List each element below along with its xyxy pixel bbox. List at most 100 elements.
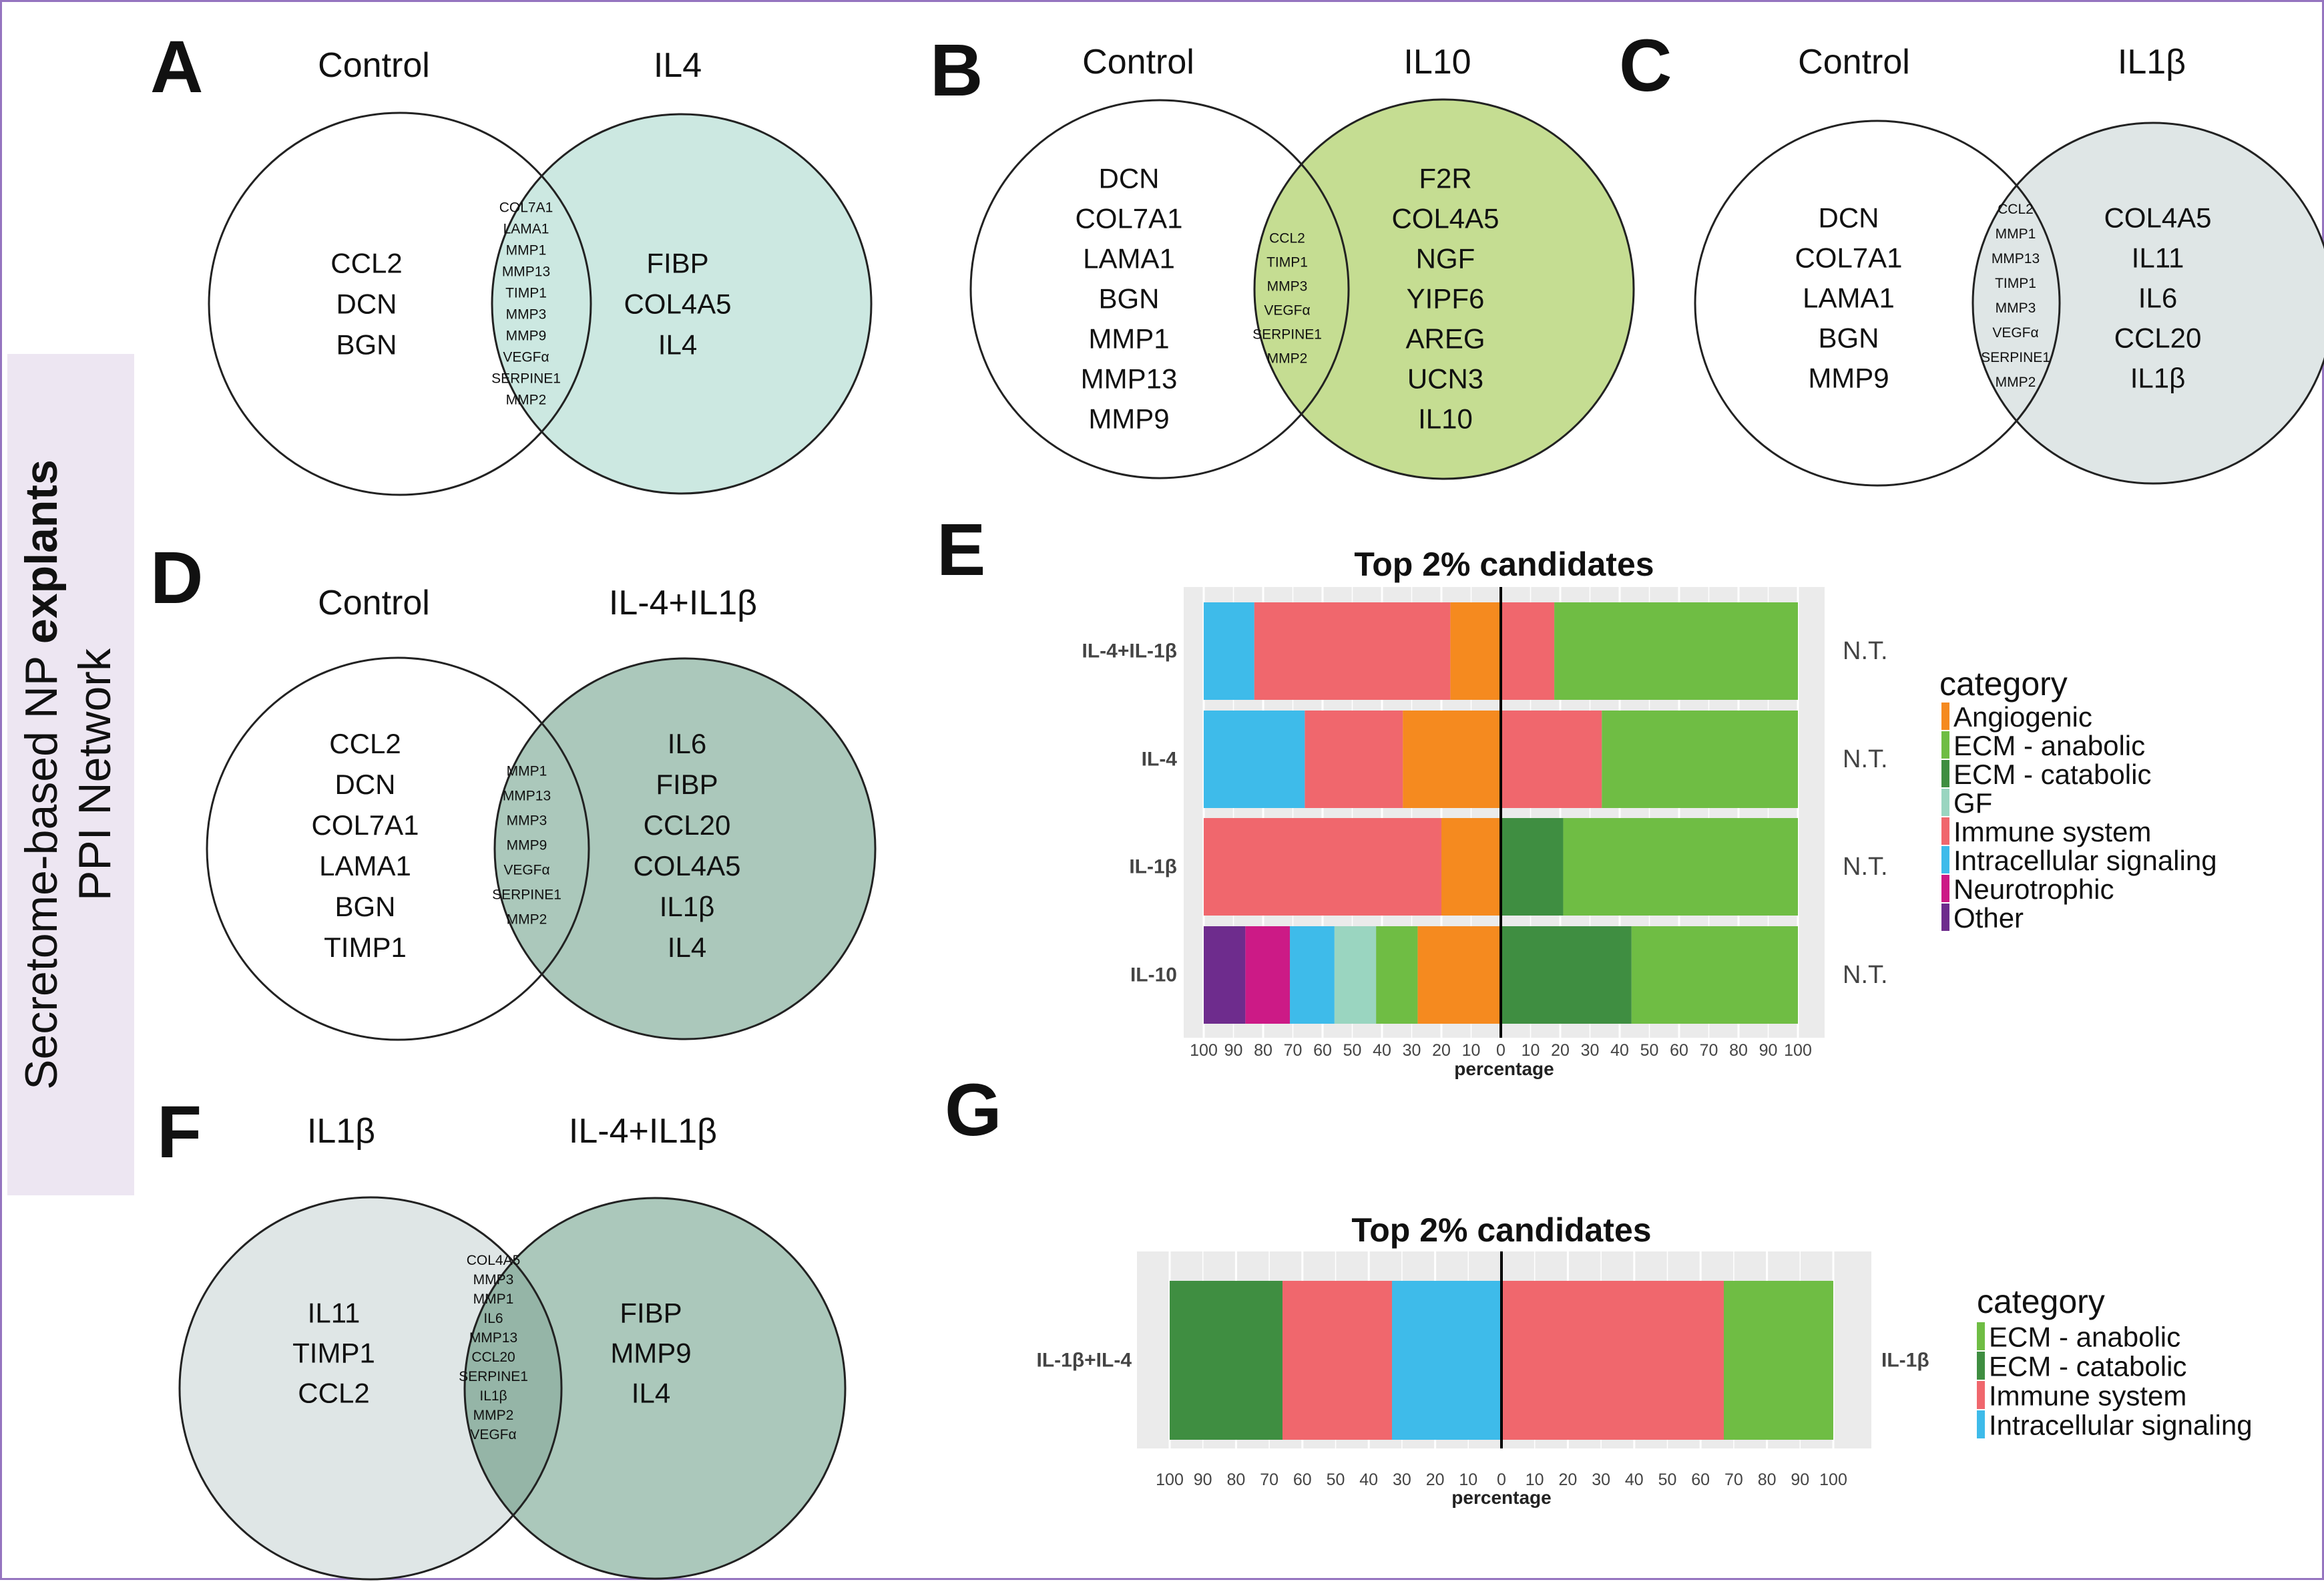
x-tick-label: 10 xyxy=(1462,1041,1481,1060)
x-tick-label: 10 xyxy=(1526,1470,1544,1489)
venn-a-overlap-item: MMP13 xyxy=(502,264,550,280)
venn-b-left-item: MMP13 xyxy=(1081,363,1178,395)
panel-letter-e: E xyxy=(937,509,985,591)
chart-g-x-ticks: 100 90 80 70 60 50 40 30 20 10 0 10 20 30 40 50 60 70 80 90… xyxy=(1156,1470,1847,1489)
x-tick-label: 10 xyxy=(1459,1470,1477,1489)
panel-letter-c: C xyxy=(1619,25,1672,107)
venn-d-overlap-item: MMP3 xyxy=(507,813,547,829)
venn-c-right-item: IL6 xyxy=(2138,282,2177,314)
venn-f-overlap-item: MMP3 xyxy=(473,1272,514,1288)
venn-b-overlap-item: CCL2 xyxy=(1269,231,1305,246)
bar-segment xyxy=(1290,926,1335,1024)
venn-a-left-title: Control xyxy=(318,46,430,85)
bar-segment xyxy=(1254,602,1451,700)
x-tick-label: 0 xyxy=(1496,1041,1505,1060)
x-tick-label: 60 xyxy=(1313,1041,1332,1060)
venn-a-right-item: FIBP xyxy=(646,248,708,279)
venn-a-overlap-item: LAMA1 xyxy=(503,222,549,237)
venn-a-left-item: CCL2 xyxy=(330,248,402,279)
x-tick-label: 70 xyxy=(1284,1041,1303,1060)
x-tick-label: 30 xyxy=(1393,1470,1411,1489)
x-tick-label: 20 xyxy=(1426,1470,1445,1489)
x-tick-label: 80 xyxy=(1758,1470,1777,1489)
venn-c-overlap-item: VEGFα xyxy=(1992,325,2038,341)
bar-segment xyxy=(1170,1281,1283,1440)
venn-d-left-item: CCL2 xyxy=(329,728,401,759)
venn-c-overlap-item: SERPINE1 xyxy=(1981,350,2050,365)
bar-segment xyxy=(1376,926,1418,1024)
venn-a-overlap-item: MMP1 xyxy=(506,243,547,258)
panel-letter-b: B xyxy=(930,29,983,112)
venn-b-left-item: DCN xyxy=(1099,163,1160,194)
bar-segment xyxy=(1631,926,1798,1024)
venn-f-overlap-item: MMP1 xyxy=(473,1292,514,1307)
venn-a-left-item: BGN xyxy=(336,329,397,361)
bar-segment xyxy=(1403,711,1501,808)
venn-c-overlap-item: MMP2 xyxy=(1996,375,2036,390)
venn-c-right-item: COL4A5 xyxy=(2104,202,2211,234)
venn-a-overlap-item: COL7A1 xyxy=(499,200,553,216)
legend-swatch xyxy=(1941,789,1949,816)
venn-c-right-items: COL4A5 IL11 IL6 CCL20 IL1β xyxy=(2104,202,2211,394)
venn-f-overlap-item: COL4A5 xyxy=(467,1253,521,1268)
row-label: IL-1β xyxy=(1129,856,1177,878)
venn-b-right-item: AREG xyxy=(1405,323,1485,355)
bar-segment xyxy=(1563,818,1798,916)
chart-e: Top 2% candidates percentage category IL… xyxy=(1082,546,2217,1079)
venn-d-overlap-item: VEGFα xyxy=(503,863,549,878)
venn-b-left-title: Control xyxy=(1082,43,1194,81)
x-tick-label: 50 xyxy=(1327,1470,1345,1489)
chart-e-legend-title: category xyxy=(1939,665,2068,703)
legend-label: ECM - anabolic xyxy=(1953,730,2145,761)
venn-a-overlap-item: MMP9 xyxy=(506,329,547,344)
panel-letter-g: G xyxy=(945,1069,1002,1151)
panel-letter-d: D xyxy=(150,537,203,619)
x-tick-label: 100 xyxy=(1156,1470,1184,1489)
venn-d-right-item: COL4A5 xyxy=(633,850,740,881)
x-tick-label: 70 xyxy=(1724,1470,1743,1489)
venn-c-right-circle xyxy=(1971,122,2324,485)
venn-b-left-item: BGN xyxy=(1098,283,1159,315)
legend-label: ECM - anabolic xyxy=(1989,1322,2180,1353)
venn-d-left-item: BGN xyxy=(334,891,395,922)
legend-label: Immune system xyxy=(1953,816,2151,847)
venn-b-left-items: DCN COL7A1 LAMA1 BGN MMP1 MMP13 MMP9 xyxy=(1075,163,1182,435)
legend-swatch xyxy=(1941,817,1949,845)
venn-f-overlap-item: IL1β xyxy=(479,1388,507,1404)
venn-b-left-item: COL7A1 xyxy=(1075,203,1182,234)
venn-a-overlap-items: COL7A1 LAMA1 MMP1 MMP13 TIMP1 MMP3 MMP9 VEGFα SE… xyxy=(491,200,561,408)
bar-segment xyxy=(1204,711,1305,808)
venn-a-overlap-item: SERPINE1 xyxy=(491,371,561,387)
venn-f-right-items: FIBP MMP9 IL4 xyxy=(610,1298,691,1409)
legend-swatch xyxy=(1977,1352,1985,1380)
row-label: IL-1β+IL-4 xyxy=(1037,1350,1132,1372)
legend-swatch xyxy=(1941,731,1949,759)
chart-g-legend-title: category xyxy=(1977,1283,2105,1320)
venn-f-left-items: IL11 TIMP1 CCL2 xyxy=(292,1298,375,1409)
row-right-label: N.T. xyxy=(1843,853,1888,881)
venn-b-right-item: NGF xyxy=(1416,243,1475,274)
venn-b-right-item: F2R xyxy=(1419,163,1471,194)
venn-f-overlap-item: IL6 xyxy=(483,1311,503,1326)
x-tick-label: 10 xyxy=(1522,1041,1540,1060)
venn-c-right-item: IL1β xyxy=(2130,363,2186,394)
chart-e-x-ticks: 100 90 80 70 60 50 40 30 20 10 0 10 20 30 40 50 60 70 80 90… xyxy=(1190,1041,1812,1060)
venn-a-right-items: FIBP COL4A5 IL4 xyxy=(624,248,731,361)
venn-c-right-item: CCL20 xyxy=(2114,323,2202,354)
venn-f-left-item: TIMP1 xyxy=(292,1338,375,1369)
legend-swatch xyxy=(1941,875,1949,902)
venn-c-left-title: Control xyxy=(1798,43,1910,81)
legend-label: Other xyxy=(1953,902,2024,934)
venn-a-right-item: COL4A5 xyxy=(624,288,731,320)
venn-a-right-item: IL4 xyxy=(658,329,697,361)
bar-segment xyxy=(1282,1281,1392,1440)
venn-c-overlap-item: MMP3 xyxy=(1996,301,2036,316)
bar-segment xyxy=(1554,602,1798,700)
legend-label: ECM - catabolic xyxy=(1953,759,2151,790)
venn-d-right-item: FIBP xyxy=(656,769,718,800)
venn-f-left-title: IL1β xyxy=(307,1112,375,1151)
bar-segment xyxy=(1391,1281,1501,1440)
chart-g: Top 2% candidates percentage category IL… xyxy=(1037,1211,2253,1508)
venn-d-overlap-items: MMP1 MMP13 MMP3 MMP9 VEGFα SERPINE1 MMP2 xyxy=(492,764,561,928)
